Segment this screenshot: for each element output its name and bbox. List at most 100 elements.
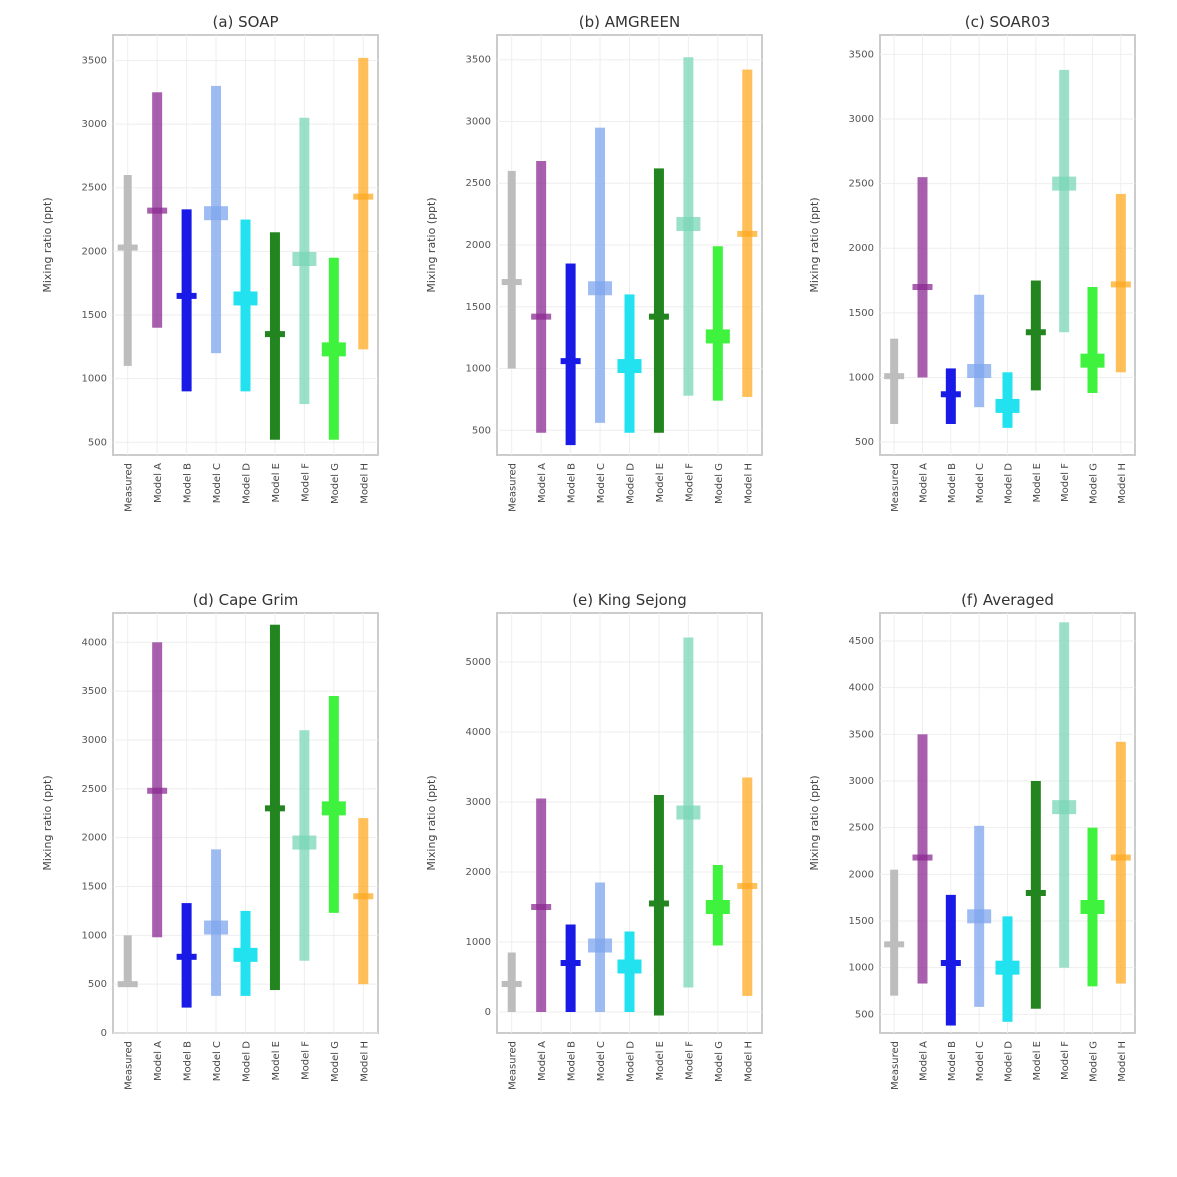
interval-bar (712, 246, 723, 401)
x-tick-label: Model C (975, 1041, 986, 1081)
median-marker (995, 398, 1020, 413)
median-marker (292, 252, 317, 266)
x-tick-label: Model H (359, 463, 370, 504)
x-tick-label: Model F (684, 463, 695, 502)
x-tick-label: Model H (359, 1041, 370, 1082)
median-marker (204, 206, 229, 221)
median-marker (1025, 329, 1046, 336)
median-marker (353, 893, 374, 900)
interval-bar (1087, 287, 1098, 393)
x-tick-label: Model C (975, 463, 986, 503)
median-marker (233, 291, 258, 306)
x-tick-label: Model H (743, 463, 754, 504)
y-axis-label: Mixing ratio (ppt) (808, 197, 821, 292)
median-marker (147, 787, 168, 794)
y-tick-label: 1000 (466, 364, 491, 375)
median-marker (147, 207, 168, 214)
y-axis-label: Mixing ratio (ppt) (425, 775, 438, 870)
x-tick-label: Model B (183, 1041, 194, 1081)
x-tick-label: Model D (242, 1041, 253, 1082)
x-tick-label: Model G (1089, 1041, 1100, 1082)
x-tick-label: Model B (947, 1041, 958, 1081)
median-marker (967, 364, 992, 378)
interval-bar (974, 294, 985, 408)
y-tick-label: 3000 (466, 797, 491, 808)
y-tick-label: 3000 (849, 114, 874, 125)
interval-bar (653, 168, 664, 433)
interval-bar (181, 209, 192, 392)
x-tick-label: Model A (537, 1041, 548, 1081)
median-marker (884, 941, 905, 948)
median-marker (176, 292, 197, 299)
x-tick-label: Model E (1032, 1041, 1043, 1081)
interval-bar (595, 127, 606, 423)
x-tick-label: Model E (271, 1041, 282, 1081)
x-tick-label: Model D (1004, 463, 1015, 504)
y-tick-label: 500 (855, 437, 874, 448)
y-tick-label: 2000 (466, 240, 491, 251)
median-marker (117, 244, 138, 251)
y-tick-label: 2000 (82, 246, 107, 257)
x-tick-label: Model C (212, 1041, 223, 1081)
x-tick-label: Model B (947, 463, 958, 503)
interval-bar (123, 175, 132, 366)
median-marker (940, 960, 961, 966)
median-marker (737, 883, 758, 889)
y-tick-label: 2500 (82, 183, 107, 194)
x-tick-label: Measured (124, 1041, 135, 1090)
median-marker (884, 373, 905, 380)
y-tick-label: 1500 (82, 310, 107, 321)
median-marker (676, 805, 701, 820)
x-tick-label: Measured (124, 463, 135, 512)
x-tick-label: Model G (714, 463, 725, 504)
median-marker (1052, 800, 1077, 815)
y-tick-label: 0 (485, 1007, 491, 1018)
median-marker (176, 953, 197, 960)
y-tick-label: 500 (855, 1009, 874, 1020)
interval-bar (1059, 69, 1070, 333)
y-tick-label: 2000 (849, 869, 874, 880)
x-tick-label: Model C (596, 463, 607, 503)
y-tick-label: 3000 (82, 735, 107, 746)
median-marker (1080, 353, 1105, 368)
panel-4: 0 500 1000 1500 2000 2500 3000 3500 4000 (d) Cape… (41, 591, 379, 1090)
x-tick-label: Model F (684, 1041, 695, 1080)
y-tick-label: 2000 (466, 867, 491, 878)
median-marker (531, 904, 552, 910)
y-tick-label: 1500 (466, 302, 491, 313)
y-tick-label: 3500 (849, 49, 874, 60)
median-marker (648, 313, 669, 320)
y-axis-label: Mixing ratio (ppt) (41, 775, 54, 870)
y-tick-label: 3500 (82, 686, 107, 697)
median-marker (676, 217, 701, 231)
y-tick-label: 2500 (849, 823, 874, 834)
x-tick-label: Measured (890, 1041, 901, 1090)
y-tick-label: 5000 (466, 657, 491, 668)
y-tick-label: 500 (88, 437, 107, 448)
median-marker (264, 331, 285, 338)
median-marker (617, 359, 642, 374)
y-tick-label: 2000 (849, 243, 874, 254)
interval-bar (1059, 622, 1070, 968)
y-tick-label: 1500 (849, 308, 874, 319)
x-tick-label: Model E (1032, 463, 1043, 503)
panel-2: 500 1000 1500 2000 2500 3000 3500 (b) AMGREEN Mi… (425, 13, 763, 512)
median-marker (1052, 176, 1077, 191)
x-tick-label: Model B (567, 1041, 578, 1081)
y-tick-label: 500 (472, 425, 491, 436)
y-tick-label: 3500 (466, 55, 491, 66)
y-tick-label: 2000 (82, 833, 107, 844)
x-tick-label: Model E (655, 463, 666, 503)
median-marker (233, 947, 258, 962)
x-tick-label: Model H (1117, 1041, 1128, 1082)
x-tick-label: Model G (330, 463, 341, 504)
median-marker (292, 835, 317, 850)
y-tick-label: 3000 (466, 116, 491, 127)
x-tick-label: Measured (508, 1041, 519, 1090)
x-tick-label: Model A (537, 463, 548, 503)
median-marker (204, 920, 229, 935)
x-tick-label: Model A (919, 463, 930, 503)
x-tick-label: Model D (242, 463, 253, 504)
median-marker (321, 342, 346, 357)
